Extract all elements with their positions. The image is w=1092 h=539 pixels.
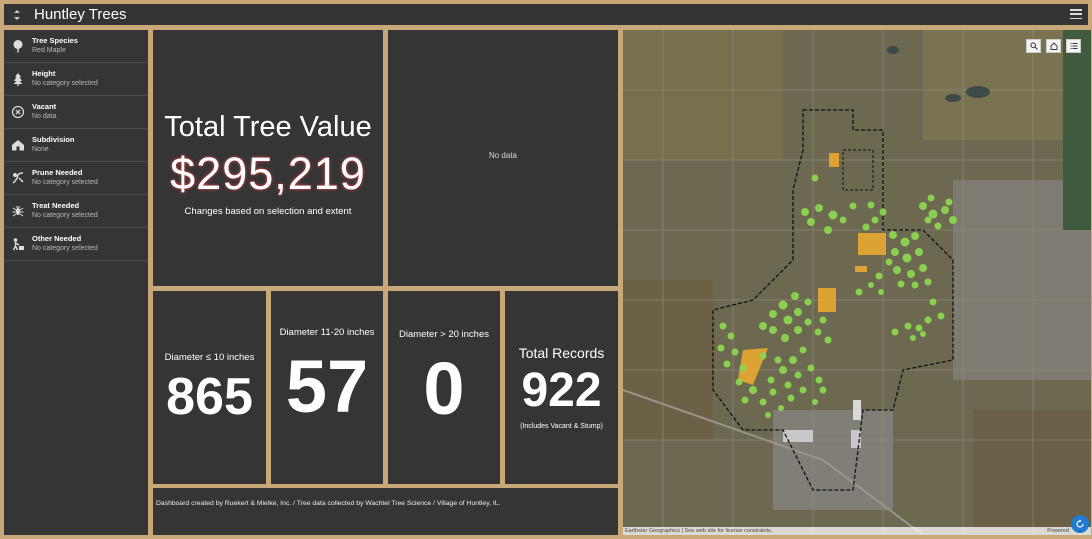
pine-tree-icon [4, 72, 32, 86]
search-icon[interactable] [1026, 39, 1041, 53]
stat-value: 57 [285, 345, 369, 428]
filter-label: Prune Needed [32, 168, 83, 177]
hamburger-icon[interactable] [1070, 8, 1082, 20]
filter-value: No category selected [32, 179, 98, 186]
stat-value: 0 [423, 347, 465, 430]
total-tree-value-panel: Total Tree Value $295,219 Changes based … [153, 30, 383, 286]
satellite-basemap [623, 30, 1091, 535]
stat-diameter-small: Diameter ≤ 10 inches 865 [153, 291, 266, 484]
filter-label: Subdivision [32, 135, 75, 144]
map-attribution: Earthstar Geographics | See web site for… [623, 527, 1091, 535]
x-circle-icon [4, 105, 32, 119]
no-data-text: No data [488, 151, 518, 160]
stat-title: Diameter > 20 inches [398, 329, 490, 340]
filter-sidebar: Tree Species Red Maple Height No categor… [4, 30, 148, 535]
app-title: Huntley Trees [34, 6, 127, 23]
filter-treat-needed[interactable]: Treat Needed No category selected [4, 195, 148, 228]
powered-by-text: Powered [1047, 528, 1069, 534]
total-value-subtitle: Changes based on selection and extent [184, 206, 352, 217]
filter-label: Height [32, 69, 56, 78]
total-value-title: Total Tree Value [164, 111, 372, 143]
filter-tree-species[interactable]: Tree Species Red Maple [4, 30, 148, 63]
filter-height[interactable]: Height No category selected [4, 63, 148, 96]
stat-note: (Includes Vacant & Stump) [520, 423, 603, 430]
filter-other-needed[interactable]: Other Needed No category selected [4, 228, 148, 261]
stat-value: 922 [521, 364, 602, 417]
map-toolbar [1026, 39, 1081, 53]
chart-panel: No data [388, 30, 618, 286]
filter-value: No category selected [32, 212, 98, 219]
tree-icon [4, 39, 32, 53]
filter-label: Tree Species [32, 36, 78, 45]
stat-title: Diameter ≤ 10 inches [164, 352, 255, 363]
stat-total-records: Total Records 922 (Includes Vacant & Stu… [505, 291, 618, 484]
credit-panel: Dashboard created by Ruekert & Mielke, I… [153, 488, 618, 535]
filter-value: Red Maple [32, 47, 66, 54]
filter-label: Other Needed [32, 234, 82, 243]
bug-icon [4, 204, 32, 218]
filter-value: No category selected [32, 245, 98, 252]
refresh-icon[interactable] [1071, 515, 1089, 533]
stat-value: 865 [166, 368, 253, 426]
attribution-text: Earthstar Geographics | See web site for… [625, 528, 773, 534]
stat-diameter-large: Diameter > 20 inches 0 [388, 291, 500, 484]
stat-title: Total Records [518, 345, 605, 361]
app-header: Huntley Trees [4, 4, 1088, 25]
filter-subdivision[interactable]: Subdivision None [4, 129, 148, 162]
home-icon[interactable] [1046, 39, 1061, 53]
filter-label: Vacant [32, 102, 57, 111]
stat-diameter-medium: Diameter 11-20 inches 57 [271, 291, 383, 484]
total-value-amount: $295,219 [170, 148, 366, 199]
stat-title: Diameter 11-20 inches [279, 327, 375, 338]
filter-value: No data [32, 113, 57, 120]
filter-value: None [32, 146, 49, 153]
house-icon [4, 138, 32, 152]
swap-icon[interactable] [4, 4, 30, 25]
worker-icon [4, 237, 32, 251]
prune-icon [4, 171, 32, 185]
filter-value: No category selected [32, 80, 98, 87]
map-view[interactable]: Earthstar Geographics | See web site for… [623, 30, 1091, 535]
filter-prune-needed[interactable]: Prune Needed No category selected [4, 162, 148, 195]
legend-list-icon[interactable] [1066, 39, 1081, 53]
filter-vacant[interactable]: Vacant No data [4, 96, 148, 129]
credit-text: Dashboard created by Ruekert & Mielke, I… [156, 500, 501, 507]
filter-label: Treat Needed [32, 201, 80, 210]
